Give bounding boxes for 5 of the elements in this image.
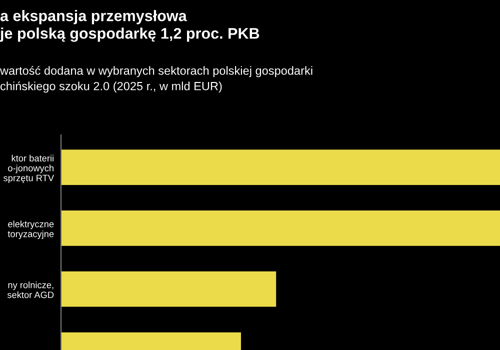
- y-tick-label: ny rolnicze, sektor AGD: [7, 282, 54, 298]
- chart-subtitle: wartość dodana w wybranych sektorach polskiej gospodarki chińskiego szoku 2.0 (2025 r., w mld EUR): [0, 66, 312, 93]
- chart-title: a ekspansja przemysłowa je polską gospodarkę 1,2 proc. PKB: [0, 10, 260, 42]
- y-tick-label: elektryczne toryzacyjne: [8, 220, 54, 240]
- y-tick-label: ktor baterii o-jonowych sprzętu RTV: [4, 154, 54, 184]
